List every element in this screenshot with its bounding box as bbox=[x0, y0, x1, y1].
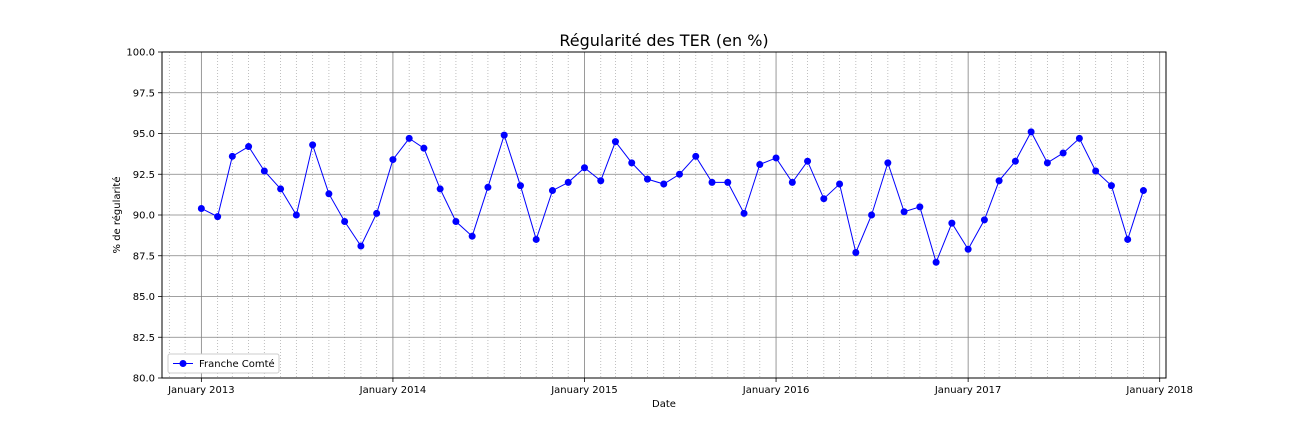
data-point bbox=[309, 141, 317, 149]
data-point bbox=[420, 144, 428, 152]
data-point bbox=[932, 258, 940, 266]
data-point bbox=[852, 248, 860, 256]
data-point bbox=[804, 157, 812, 165]
series-line bbox=[201, 130, 1144, 264]
y-tick-label: 92.5 bbox=[133, 170, 155, 181]
y-tick-label: 80.0 bbox=[133, 374, 155, 385]
legend-marker-swatch bbox=[179, 360, 187, 367]
data-point bbox=[373, 209, 381, 217]
data-point bbox=[628, 159, 636, 167]
legend: Franche Comté bbox=[167, 353, 280, 374]
data-point bbox=[532, 235, 540, 243]
data-point bbox=[980, 216, 988, 224]
data-point bbox=[277, 185, 285, 193]
data-point bbox=[484, 183, 492, 191]
data-point bbox=[516, 182, 524, 190]
y-tick-label: 87.5 bbox=[133, 251, 155, 262]
data-point bbox=[884, 159, 892, 167]
data-point bbox=[692, 152, 700, 160]
data-point bbox=[643, 175, 651, 183]
data-point bbox=[548, 187, 556, 195]
data-point bbox=[597, 177, 605, 185]
data-point bbox=[740, 209, 748, 217]
legend-label: Franche Comté bbox=[199, 358, 275, 370]
data-point bbox=[964, 245, 972, 253]
data-point bbox=[675, 170, 683, 178]
data-point bbox=[468, 232, 476, 240]
data-point bbox=[325, 190, 333, 198]
y-tick-label: 90.0 bbox=[133, 211, 155, 222]
y-tick-label: 97.5 bbox=[133, 88, 155, 99]
data-point bbox=[1011, 157, 1019, 165]
y-tick-label: 95.0 bbox=[133, 129, 155, 140]
data-point bbox=[580, 164, 588, 172]
data-point bbox=[357, 242, 365, 250]
y-axis-label: % de régularité bbox=[111, 177, 123, 254]
x-tick-label: January 2016 bbox=[742, 385, 810, 396]
data-point bbox=[916, 203, 924, 211]
data-point bbox=[788, 178, 796, 186]
data-point bbox=[214, 213, 222, 221]
data-point bbox=[868, 211, 876, 219]
data-point bbox=[564, 178, 572, 186]
data-point bbox=[500, 131, 508, 139]
data-point bbox=[260, 167, 268, 175]
x-tick-label: January 2017 bbox=[934, 385, 1002, 396]
x-tick-label: January 2018 bbox=[1125, 385, 1193, 396]
data-point bbox=[995, 177, 1003, 185]
y-tick-label: 82.5 bbox=[133, 333, 155, 344]
data-point bbox=[436, 185, 444, 193]
y-ticks: 80.0 82.5 85.0 87.5 90.0 92.5 95.0 97.5 100.0 bbox=[126, 48, 162, 385]
data-point bbox=[197, 204, 205, 212]
data-point bbox=[292, 211, 300, 219]
data-point bbox=[1027, 128, 1035, 136]
data-point bbox=[1092, 167, 1100, 175]
data-point bbox=[660, 180, 668, 188]
data-point bbox=[772, 154, 780, 162]
y-tick-label: 100.0 bbox=[126, 48, 155, 59]
data-point bbox=[228, 152, 236, 160]
data-point bbox=[820, 195, 828, 203]
data-point bbox=[1107, 182, 1115, 190]
data-point bbox=[405, 134, 413, 142]
x-tick-label: January 2014 bbox=[359, 385, 427, 396]
x-tick-label: January 2013 bbox=[167, 385, 235, 396]
data-point bbox=[389, 156, 397, 164]
x-ticks: January 2013 January 2014 January 2015 Janu… bbox=[167, 378, 1193, 396]
data-point bbox=[756, 160, 764, 168]
data-point bbox=[724, 178, 732, 186]
series-group bbox=[197, 128, 1147, 266]
legend-box bbox=[167, 353, 280, 374]
plot-frame bbox=[161, 51, 1167, 379]
data-point bbox=[611, 138, 619, 146]
data-point bbox=[900, 208, 908, 216]
data-point bbox=[948, 219, 956, 227]
data-point bbox=[245, 143, 253, 151]
data-point bbox=[836, 180, 844, 188]
data-point bbox=[1124, 235, 1132, 243]
data-point bbox=[452, 218, 460, 226]
data-point bbox=[1075, 134, 1083, 142]
data-point bbox=[1043, 159, 1051, 167]
chart-title: Régularité des TER (en %) bbox=[559, 31, 768, 50]
x-axis-label: Date bbox=[652, 399, 676, 410]
data-point bbox=[1059, 149, 1067, 157]
y-tick-label: 85.0 bbox=[133, 292, 155, 303]
data-point bbox=[1139, 187, 1147, 195]
data-point bbox=[708, 178, 716, 186]
x-tick-label: January 2015 bbox=[550, 385, 618, 396]
data-point bbox=[341, 218, 349, 226]
